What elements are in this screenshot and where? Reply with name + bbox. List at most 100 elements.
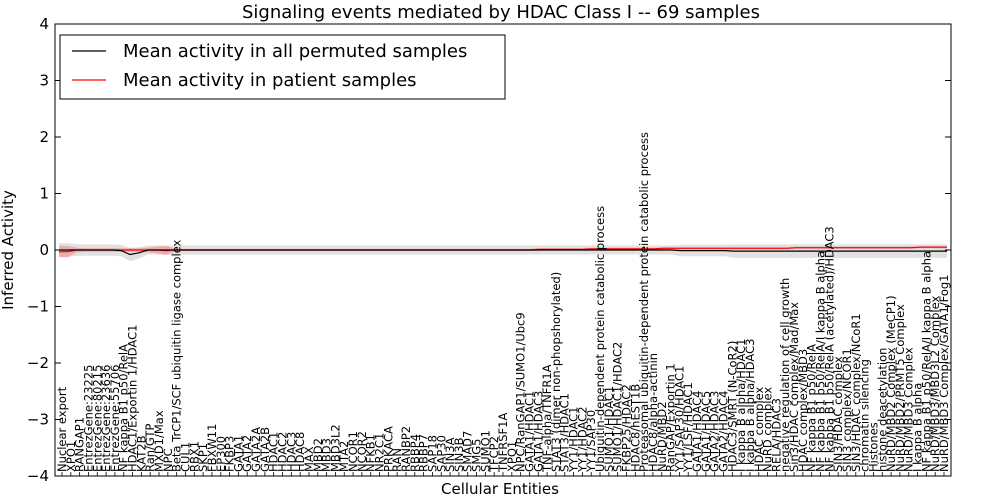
x-tick-label: TNFRSF1A [496,413,510,473]
x-tick-label: SIN3/HDAC complex/NCoR1 [849,313,863,472]
x-tick-label: Histones [866,422,880,472]
x-tick-label: RELA/HDAC3 [769,398,783,472]
x-tick-label: SIN3/HDAC complex [831,356,845,472]
x-tick-label: SAP18 [425,435,439,472]
x-tick-label: Ubiquitin-dependent protein catabolic pr… [593,206,607,472]
x-tick-label: MBD3L2 [328,424,342,472]
x-tick-label: YY1/LSF/HDAC1 [681,382,695,473]
x-tick-label: HDAC complex/MBD3 [796,349,810,472]
y-tick-label: −1 [27,298,49,316]
x-tick-label: HDAC8 [293,432,307,472]
x-tick-label: NuRD/MBD3 Complex/GATA1/Fog1 [937,275,951,473]
legend-frame [59,34,506,100]
y-tick-label: 0 [39,241,49,259]
x-tick-label: TFCP2 [487,436,501,473]
x-tick-label: NuRD/MBD3/MBD3L2 Complex [928,296,942,472]
x-tick-label: Sin3/HDAC complex/Mad/Max [787,302,801,472]
x-tick-label: FKBP3 [223,436,237,472]
x-tick-label: GATA1/HDAC5 [699,391,713,472]
x-tick-label: RAN [390,448,404,472]
x-tick-label: Ran/GTP [143,424,157,472]
x-tick-label: NF kappa B1 p50/RelA (acetylated)/HDAC3 [822,226,836,472]
x-tick-label: MBD2 [311,438,325,472]
y-tick-label: 3 [39,72,49,90]
x-tick-label: NR2C1 [373,433,387,472]
x-tick-label: CUL1 [179,442,193,472]
x-tick-label: STAT3 (dimer non-phopshorylated) [549,272,563,472]
x-tick-label: EntrezGene:80215 [90,365,104,472]
x-tick-label: RBBP7 [417,434,431,472]
x-tick-label: SUMO1/HDAC1/HDAC2 [611,342,625,472]
x-tick-label: YY1/SAP30 [584,410,598,473]
legend: Mean activity in all permuted samples Me… [59,34,506,100]
x-tick-label: HDAC8/alpha-actinin [646,353,660,472]
x-tick-label: MAX [302,446,316,472]
x-tick-label: NF kappa B1 p50/RelA/I kappa B alpha [919,251,933,472]
x-tick-label: NuRD/MBD2 [655,401,669,472]
x-tick-label: NPC/RanGAP1/SUMO1/Ubc9 [514,312,528,472]
x-tick-label: PRKACA [381,426,395,472]
x-tick-label: NuRD complex [761,387,775,472]
x-tick-label: EntrezGene:23225 [82,365,96,472]
x-tick-label: MBD3 [320,438,334,472]
x-tick-label: I kappa B alpha [911,383,925,472]
x-tick-label: Proteasomal ubiquitin-dependent protein … [637,132,651,472]
x-tick-label: HDAC1 [267,432,281,472]
x-tick-label: EP300 [214,436,228,472]
x-tick-label: SIN3B [452,437,466,472]
x-tick-label: I kappa B alpha/HDAC1 [734,338,748,471]
x-tick-label: KAT2B [134,435,148,472]
x-tick-label: SKP1 [196,443,210,472]
x-tick-label: HDAC8/hEST1B [628,384,642,472]
x-tick-label: EntrezGene:55706 [108,365,122,472]
chart-title: Signaling events mediated by HDAC Class … [242,2,760,23]
x-tick-label: YY1/HDAC2 [575,406,589,473]
x-tick-label: NuRD/MBD2/PRMT5 Complex [893,304,907,472]
legend-label-patient: Mean activity in patient samples [123,70,417,91]
x-tick-label: HDAC complex [752,386,766,472]
x-tick-label: GATA1/HDAC4 [690,391,704,472]
x-tick-label: SMAD7 [461,431,475,472]
x-tick-label: GATA1 [231,435,245,472]
x-tick-label: GATA2/HDAC4 [717,391,731,472]
x-tick-label: GATA1/HDAC1 [523,391,537,472]
x-tick-label: TNF-alpha/TNFR1A [540,364,554,473]
x-tick-label: NuRD/MBD3 Complex [902,347,916,472]
y-tick-label: −2 [27,354,49,372]
y-tick-label: −3 [27,411,49,429]
x-tick-label: Beta TrCP1/SCF ubiquitin ligase complex [170,239,184,472]
x-tick-label: SAP30 [434,435,448,472]
x-tick-label: XPO1 [64,441,78,472]
x-tick-label: HDAC3/SMRT (N-CoR2) [725,341,739,472]
x-tick-label: chromatin silencing [858,359,872,472]
x-tick-label: GATA2 [240,435,254,472]
y-tick-label: −4 [27,467,49,485]
x-tick-label: EntrezGene:23636 [99,365,113,472]
x-tick-label: RBX1 [187,441,201,472]
y-axis-label: Inferred Activity [0,190,17,310]
x-tick-label: GATA2B [258,427,272,472]
x-tick-label: SUMO1/HDAC1 [602,386,616,472]
x-tick-label: NF kappa B1 p50/RelA [117,344,131,472]
x-tick-label: MTA2 [337,441,351,472]
x-tick-label: YY1/SAP30/HDAC1 [672,366,686,473]
x-tick-label: negative regulation of cell growth [778,278,792,472]
x-tick-label: GATA2/HDAC3 [708,391,722,472]
x-tick-label: HDAC2 [276,432,290,472]
x-axis-label: Cellular Entities [441,480,559,498]
x-tick-label: NCOR1 [346,431,360,472]
x-tick-label: STAT3/HDAC1 [558,393,572,472]
x-tick-label: SUMO1 [478,430,492,472]
x-tick-label: NFKB1 [364,434,378,472]
x-tick-label: RANGAP1 [73,417,87,472]
x-tick-label: NuRD/MBD2 Complex (MeCP1) [884,295,898,472]
x-tick-label: FKBP25/HDAC2 [620,384,634,472]
x-tick-label: I kappa B alpha/HDAC3 [743,339,757,472]
series-line-permuted [59,249,947,256]
x-tick-label: GATA2A [249,427,263,472]
x-tick-label: HDAC3 [284,432,298,472]
x-tick-label: NF kappa B1 p50/RelA [805,344,819,472]
x-tick-label: YY1/HDAC1 [567,406,581,473]
